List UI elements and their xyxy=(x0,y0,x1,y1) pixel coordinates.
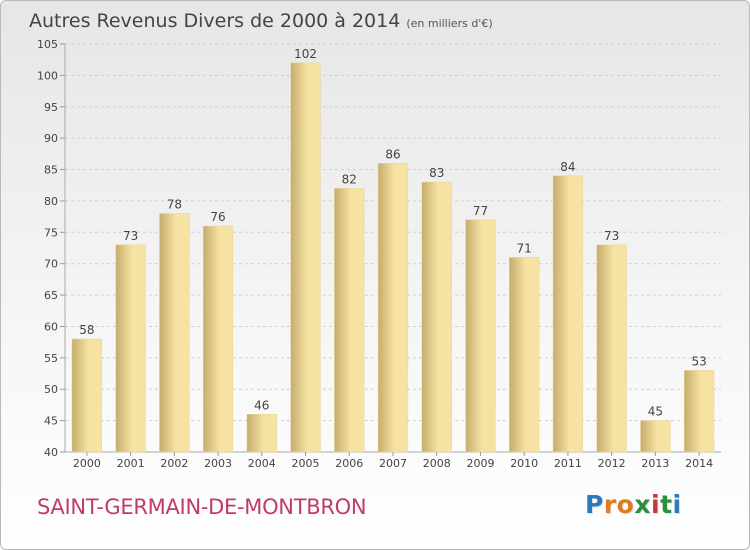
y-tick-labels: 40 45 50 55 60 65 70 75 80 85 90 95 100 105 xyxy=(37,38,58,459)
x-tick-label-2002: 2002 xyxy=(160,457,188,470)
x-tick-labels: 2000 2001 2002 2003 2004 2005 2006 2007 2008 2009… xyxy=(73,452,713,470)
bar-2011 xyxy=(552,175,584,453)
bars xyxy=(71,62,715,453)
x-tick-label-2013: 2013 xyxy=(641,457,669,470)
y-tick-label-95: 95 xyxy=(44,101,58,114)
logo-letter-2: o xyxy=(616,490,635,519)
y-tick-label-105: 105 xyxy=(37,38,58,51)
bar-2007 xyxy=(377,163,409,453)
bar-2005 xyxy=(290,62,321,453)
y-tick-label-85: 85 xyxy=(44,164,58,177)
y-tick-label-55: 55 xyxy=(44,352,58,365)
y-tick-label-40: 40 xyxy=(44,446,58,459)
bar-value-2002: 78 xyxy=(167,197,182,211)
x-tick-label-2007: 2007 xyxy=(379,457,407,470)
bar-value-2004: 46 xyxy=(254,398,269,412)
chart-title-text: Autres Revenus Divers de 2000 à 2014 xyxy=(29,10,401,32)
x-tick-label-2008: 2008 xyxy=(423,457,451,470)
y-tick-label-80: 80 xyxy=(44,195,58,208)
logo-letter-1: r xyxy=(603,490,617,519)
bar-value-2007: 86 xyxy=(385,147,400,161)
bar-2000 xyxy=(71,338,102,453)
y-tick-label-100: 100 xyxy=(37,69,58,82)
x-tick-label-2001: 2001 xyxy=(117,457,145,470)
bar-value-2012: 73 xyxy=(604,229,619,243)
bar-value-2006: 82 xyxy=(342,172,357,186)
chart-title: Autres Revenus Divers de 2000 à 2014 (en … xyxy=(29,10,493,32)
bar-2010 xyxy=(509,257,540,453)
bar-2009 xyxy=(465,219,496,453)
y-tick-label-50: 50 xyxy=(44,383,58,396)
bar-value-labels: 58 73 78 76 46 102 82 86 83 77 71 84 73 45 53 xyxy=(79,47,707,419)
x-tick-label-2006: 2006 xyxy=(335,457,363,470)
bar-value-2014: 53 xyxy=(691,354,706,368)
bar-2004 xyxy=(246,414,277,453)
bar-2002 xyxy=(159,213,190,453)
y-tick-label-60: 60 xyxy=(44,320,58,333)
bar-2008 xyxy=(421,181,452,453)
bar-value-2000: 58 xyxy=(79,323,94,337)
bar-value-2003: 76 xyxy=(210,210,225,224)
bar-2001 xyxy=(115,244,146,453)
logo-letter-0: P xyxy=(585,490,604,519)
y-tick-label-75: 75 xyxy=(44,226,58,239)
proxiti-logo: Proxiti xyxy=(585,490,682,519)
x-tick-label-2000: 2000 xyxy=(73,457,101,470)
chart-subtitle: (en milliers d'€) xyxy=(406,17,493,30)
bar-value-2001: 73 xyxy=(123,229,138,243)
bar-value-2009: 77 xyxy=(473,204,488,218)
y-tick-label-90: 90 xyxy=(44,132,58,145)
x-tick-label-2009: 2009 xyxy=(466,457,494,470)
logo-letter-5: t xyxy=(660,490,673,519)
bar-value-2013: 45 xyxy=(648,405,663,419)
y-tick-label-65: 65 xyxy=(44,289,58,302)
bar-2013 xyxy=(640,420,671,453)
x-tick-label-2003: 2003 xyxy=(204,457,232,470)
bar-2014 xyxy=(684,370,715,453)
x-tick-label-2004: 2004 xyxy=(248,457,276,470)
x-tick-label-2005: 2005 xyxy=(292,457,320,470)
logo-letter-3: x xyxy=(634,490,651,519)
bar-value-2010: 71 xyxy=(517,241,532,255)
x-tick-label-2012: 2012 xyxy=(598,457,626,470)
bar-2006 xyxy=(334,188,365,453)
x-tick-label-2010: 2010 xyxy=(510,457,538,470)
x-tick-label-2014: 2014 xyxy=(685,457,713,470)
bar-2003 xyxy=(202,225,234,453)
y-tick-label-70: 70 xyxy=(44,258,58,271)
bar-value-2011: 84 xyxy=(560,160,575,174)
bar-2012 xyxy=(596,244,627,453)
y-tick-label-45: 45 xyxy=(44,415,58,428)
bar-value-2008: 83 xyxy=(429,166,444,180)
location-name: SAINT-GERMAIN-DE-MONTBRON xyxy=(37,495,367,519)
logo-letter-4: i xyxy=(651,490,661,519)
x-tick-label-2011: 2011 xyxy=(554,457,582,470)
logo-letter-6: i xyxy=(672,490,682,519)
bar-value-2005: 102 xyxy=(294,47,317,61)
